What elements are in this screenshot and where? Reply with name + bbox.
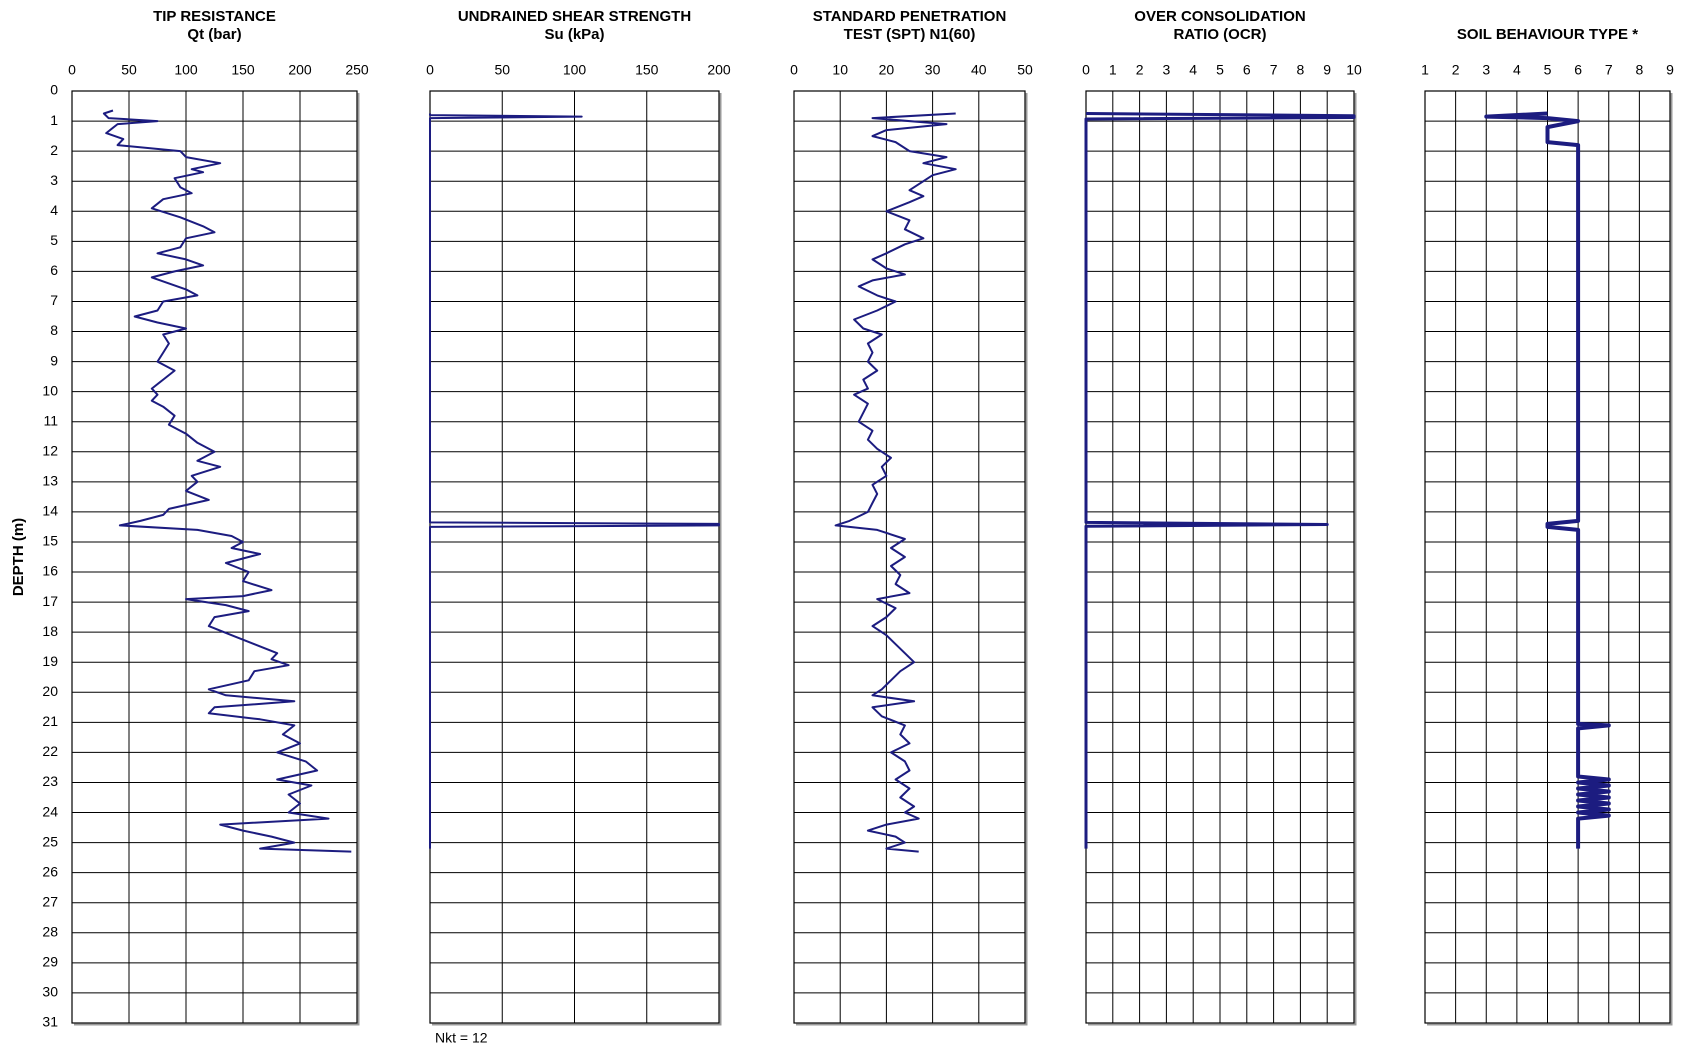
plot-frame — [793, 90, 1026, 1024]
y-tick-label: 21 — [42, 713, 58, 729]
frame-shadow — [74, 93, 360, 1026]
y-tick-label: 3 — [50, 172, 58, 188]
x-tick-label: 2 — [1452, 62, 1460, 78]
x-tick-label: 7 — [1605, 62, 1613, 78]
x-tick-label: 9 — [1666, 62, 1674, 78]
chart-subtitle: RATIO (OCR) — [1173, 26, 1266, 43]
x-tick-label: 5 — [1544, 62, 1552, 78]
annotation: Nkt = 12 — [435, 1030, 488, 1046]
chart-subtitle: Qt (bar) — [187, 26, 241, 43]
frame-shadow — [1088, 93, 1357, 1026]
x-tick-label: 50 — [494, 62, 510, 78]
data-line — [1484, 111, 1611, 849]
x-tick-label: 100 — [174, 62, 198, 78]
y-tick-label: 20 — [42, 683, 58, 699]
chart-title: UNDRAINED SHEAR STRENGTH — [458, 8, 691, 25]
x-tick-label: 8 — [1297, 62, 1305, 78]
x-tick-label: 10 — [1346, 62, 1362, 78]
y-tick-label: 31 — [42, 1014, 58, 1030]
x-tick-label: 1 — [1421, 62, 1429, 78]
x-tick-label: 6 — [1243, 62, 1251, 78]
chart-subtitle: Su (kPa) — [544, 26, 604, 43]
x-tick-label: 9 — [1323, 62, 1331, 78]
y-tick-label: 19 — [42, 653, 58, 669]
y-tick-label: 8 — [50, 322, 58, 338]
y-tick-label: 30 — [42, 984, 58, 1000]
x-tick-label: 50 — [1017, 62, 1033, 78]
x-tick-label: 0 — [1082, 62, 1090, 78]
x-tick-label: 4 — [1513, 62, 1521, 78]
y-tick-label: 13 — [42, 473, 58, 489]
x-tick-label: 250 — [345, 62, 369, 78]
data-line — [834, 112, 957, 853]
x-tick-label: 10 — [832, 62, 848, 78]
y-tick-label: 29 — [42, 954, 58, 970]
frame-shadow — [1427, 93, 1673, 1026]
x-tick-label: 30 — [925, 62, 941, 78]
chart-title: TIP RESISTANCE — [153, 8, 276, 25]
y-tick-label: 0 — [50, 82, 58, 98]
x-tick-label: 200 — [707, 62, 731, 78]
x-tick-label: 5 — [1216, 62, 1224, 78]
y-tick-label: 12 — [42, 442, 58, 458]
plot-frame — [1424, 90, 1671, 1024]
y-tick-label: 2 — [50, 142, 58, 158]
x-tick-label: 150 — [231, 62, 255, 78]
y-tick-label: 26 — [42, 863, 58, 879]
y-tick-label: 27 — [42, 893, 58, 909]
x-tick-label: 100 — [563, 62, 587, 78]
chart-subtitle: TEST (SPT) N1(60) — [844, 26, 976, 43]
data-line — [1084, 112, 1356, 849]
x-tick-label: 200 — [288, 62, 312, 78]
chart-title: OVER CONSOLIDATION — [1134, 8, 1305, 25]
data-line — [429, 113, 720, 849]
y-tick-label: 11 — [43, 412, 58, 428]
y-tick-label: 15 — [42, 533, 58, 549]
y-tick-label: 7 — [50, 292, 58, 308]
x-tick-label: 150 — [635, 62, 659, 78]
x-tick-label: 4 — [1189, 62, 1197, 78]
y-tick-label: 4 — [50, 202, 58, 218]
x-tick-label: 6 — [1574, 62, 1582, 78]
y-tick-label: 28 — [42, 924, 58, 940]
y-tick-label: 10 — [42, 382, 58, 398]
x-tick-label: 3 — [1163, 62, 1171, 78]
x-tick-label: 2 — [1136, 62, 1144, 78]
x-tick-label: 0 — [790, 62, 798, 78]
plot-frame — [71, 90, 358, 1024]
x-tick-label: 7 — [1270, 62, 1278, 78]
x-tick-label: 0 — [68, 62, 76, 78]
y-tick-label: 16 — [42, 563, 58, 579]
y-tick-label: 25 — [42, 833, 58, 849]
y-tick-label: 5 — [50, 232, 58, 248]
y-tick-label: 6 — [50, 262, 58, 278]
x-tick-label: 50 — [121, 62, 137, 78]
x-tick-label: 1 — [1109, 62, 1117, 78]
x-tick-label: 20 — [879, 62, 895, 78]
x-tick-label: 3 — [1482, 62, 1490, 78]
y-tick-label: 14 — [42, 503, 58, 519]
x-tick-label: 40 — [971, 62, 987, 78]
chart-title: STANDARD PENETRATION — [813, 8, 1007, 25]
frame-shadow — [432, 93, 722, 1026]
y-tick-label: 1 — [50, 112, 58, 128]
y-tick-label: 22 — [42, 743, 58, 759]
x-tick-label: 8 — [1635, 62, 1643, 78]
y-tick-label: 23 — [42, 773, 58, 789]
x-tick-label: 0 — [426, 62, 434, 78]
chart-title: SOIL BEHAVIOUR TYPE * — [1457, 26, 1638, 43]
y-tick-label: 9 — [50, 352, 58, 368]
y-tick-label: 24 — [42, 803, 58, 819]
frame-shadow — [796, 93, 1028, 1026]
data-line — [102, 109, 352, 853]
y-tick-label: 17 — [42, 593, 58, 609]
y-tick-label: 18 — [42, 623, 58, 639]
y-axis-label: DEPTH (m) — [10, 518, 27, 596]
